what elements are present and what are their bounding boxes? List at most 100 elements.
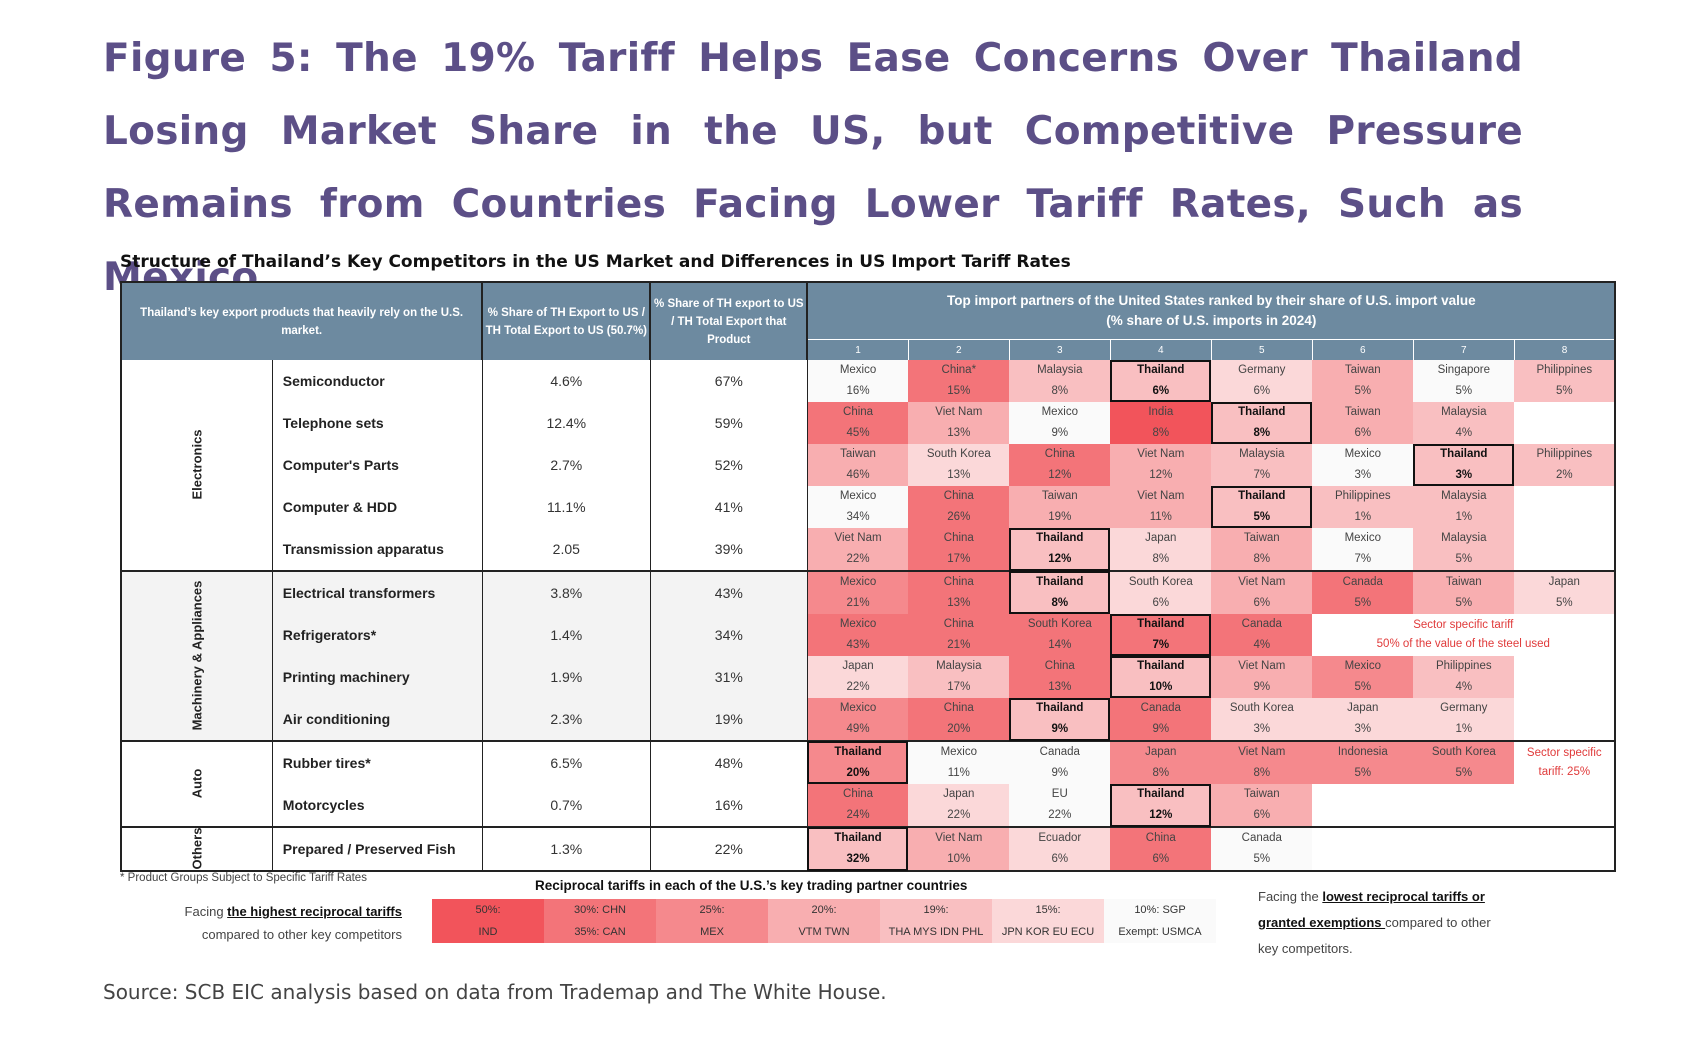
partner-cell: Viet Nam 12% <box>1110 444 1212 486</box>
partner-cell: Malaysia 5% <box>1413 528 1515 572</box>
partner-cell: Malaysia 4% <box>1413 402 1515 444</box>
partner-cell: Germany 1% <box>1413 698 1515 742</box>
partner-share: 9% <box>1051 723 1069 735</box>
share-us-value: 2.7% <box>482 444 651 486</box>
partner-share: 8% <box>1152 427 1170 439</box>
partner-cell: Taiwan 5% <box>1312 360 1414 402</box>
partner-country: Philippines <box>1536 364 1593 376</box>
product-name: Telephone sets <box>272 402 483 444</box>
table-row: Computer's Parts 2.7% 52% Taiwan 46% South Ko… <box>121 444 1617 486</box>
partner-cell: Mexico 11% <box>908 741 1010 784</box>
partner-share: 8% <box>1253 767 1271 779</box>
partner-cell: Indonesia 5% <box>1312 741 1414 784</box>
partner-cell: Thailand 20% <box>807 741 909 784</box>
partner-country: Taiwan <box>1243 532 1280 544</box>
partner-share: 8% <box>1051 385 1069 397</box>
partner-cell: Malaysia 17% <box>908 656 1010 698</box>
partner-share: 5% <box>1455 597 1473 609</box>
partner-share: 11% <box>1149 511 1172 523</box>
partner-country: Mexico <box>839 364 877 376</box>
partner-cell: Ecuador 6% <box>1009 827 1111 872</box>
legend-countries: Exempt: USMCA <box>1118 926 1202 938</box>
partner-country: Malaysia <box>1037 364 1083 376</box>
partner-share: 3% <box>1253 723 1271 735</box>
partner-cell: Thailand 12% <box>1009 528 1111 572</box>
left-note-suffix: compared to other key competitors <box>201 927 402 942</box>
footnote: * Product Groups Subject to Specific Tar… <box>120 872 367 884</box>
left-note-emph: the highest reciprocal tariffs <box>227 904 402 919</box>
partner-cell: Thailand 8% <box>1211 402 1313 444</box>
partner-cell: China 24% <box>807 784 909 828</box>
partner-country: South Korea <box>1431 746 1496 758</box>
legend-rate: 19%: <box>923 904 949 916</box>
share-us-value: 3.8% <box>482 571 651 614</box>
partner-cell: Viet Nam 10% <box>908 827 1010 872</box>
rank-5: 5 <box>1210 339 1313 360</box>
category-others: Others <box>119 827 273 872</box>
product-name: Refrigerators* <box>272 614 483 656</box>
share-product-value: 16% <box>650 784 808 828</box>
partner-country: Thailand <box>1238 406 1286 418</box>
partner-country: Canada <box>1241 832 1282 844</box>
partner-cell: Mexico 49% <box>807 698 909 742</box>
partner-country: Japan <box>1347 702 1379 714</box>
empty-cell <box>1413 827 1515 872</box>
share-product-value: 41% <box>650 486 808 528</box>
partner-country: Mexico <box>1344 448 1382 460</box>
product-name: Computer's Parts <box>272 444 483 486</box>
partner-cell: Philippines 4% <box>1413 656 1515 698</box>
partner-country: Thailand <box>834 832 882 844</box>
partner-cell: Thailand 7% <box>1110 614 1212 656</box>
partner-country: Malaysia <box>1239 448 1285 460</box>
empty-cell <box>1514 528 1617 572</box>
partner-share: 5% <box>1354 597 1372 609</box>
partner-cell: Mexico 34% <box>807 486 909 528</box>
table-row: Air conditioning 2.3% 19% Mexico 49% China 20%… <box>121 698 1617 742</box>
right-note-emph1: lowest reciprocal tariffs or <box>1322 889 1485 904</box>
partner-country: Thailand <box>1036 702 1084 714</box>
partner-cell: Mexico 7% <box>1312 528 1414 572</box>
partner-country: Singapore <box>1437 364 1491 376</box>
partner-cell: China 20% <box>908 698 1010 742</box>
table-row: Auto Rubber tires* 6.5% 48% Thailand 20% Mexic… <box>119 741 1617 828</box>
partner-share: 21% <box>846 597 870 609</box>
partner-share: 6% <box>1253 809 1271 821</box>
right-note-emph2: granted exemptions <box>1258 915 1386 930</box>
product-name: Electrical transformers <box>272 571 483 614</box>
partner-share: 12% <box>1048 469 1072 481</box>
partner-country: Mexico <box>839 576 877 588</box>
partner-share: 5% <box>1455 767 1473 779</box>
partner-country: EU <box>1051 788 1068 800</box>
source-note: Source: SCB EIC analysis based on data f… <box>103 980 887 1004</box>
table-subtitle: Structure of Thailand’s Key Competitors … <box>120 252 1071 272</box>
partner-cell: EU 22% <box>1009 784 1111 828</box>
highest-tariff-note: Facing the highest reciprocal tariffs co… <box>120 900 402 946</box>
partner-country: South Korea <box>1128 576 1193 588</box>
partner-share: 9% <box>1253 681 1271 693</box>
partner-country: China <box>1044 448 1075 460</box>
partner-share: 5% <box>1253 511 1271 523</box>
partner-share: 12% <box>1149 469 1173 481</box>
partner-country: Thailand <box>1036 576 1084 588</box>
partner-cell: South Korea 5% <box>1413 741 1515 784</box>
partner-share: 6% <box>1152 853 1170 865</box>
partner-cell: Taiwan 8% <box>1211 528 1313 572</box>
rank-2: 2 <box>907 339 1010 360</box>
partner-country: Thailand <box>1440 448 1488 460</box>
partner-cell: South Korea 13% <box>908 444 1010 486</box>
share-product-value: 52% <box>650 444 808 486</box>
partner-country: Canada <box>1039 746 1080 758</box>
partner-country: Japan <box>1145 532 1177 544</box>
partner-cell: South Korea 3% <box>1211 698 1313 742</box>
partner-share: 12% <box>1048 553 1072 565</box>
partner-country: Indonesia <box>1337 746 1388 758</box>
partner-country: Philippines <box>1334 490 1391 502</box>
tariff-legend-swatch: 15%: JPN KOR EU ECU <box>992 899 1104 943</box>
partner-share: 22% <box>1048 809 1072 821</box>
partner-cell: Viet Nam 6% <box>1211 571 1313 614</box>
product-name: Rubber tires* <box>272 741 483 784</box>
partner-share: 13% <box>1048 681 1072 693</box>
table-row: Refrigerators* 1.4% 34% Mexico 43% China 21% So… <box>121 614 1617 656</box>
partner-share: 1% <box>1455 723 1473 735</box>
partner-share: 4% <box>1455 681 1473 693</box>
